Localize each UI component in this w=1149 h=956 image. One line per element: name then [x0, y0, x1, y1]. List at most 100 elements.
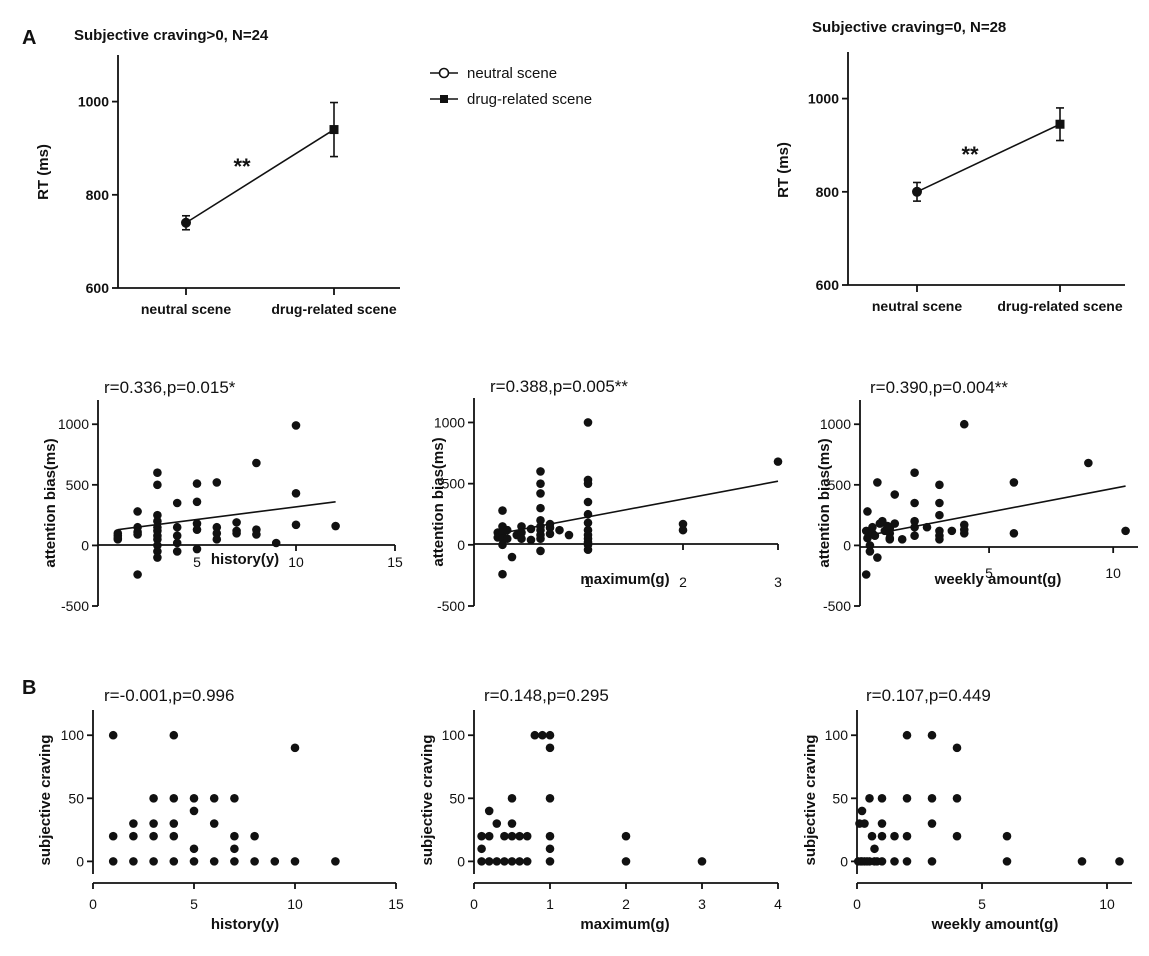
data-point	[1002, 857, 1012, 866]
data-point	[232, 528, 241, 538]
data-point	[545, 743, 555, 753]
data-point	[212, 522, 222, 532]
legend-neutral-label: neutral scene	[467, 65, 557, 82]
data-point	[500, 831, 509, 841]
data-point	[250, 831, 259, 841]
data-point	[271, 538, 281, 548]
y-tick-label: 600	[86, 280, 110, 296]
data-point	[583, 509, 593, 519]
data-point	[502, 534, 512, 544]
y-tick-label: 500	[66, 477, 90, 493]
y-axis-label: RT (ms)	[775, 142, 792, 198]
x-tick-label: drug-related scene	[997, 298, 1122, 314]
x-axis-label: maximum(g)	[580, 571, 669, 588]
data-point	[189, 857, 199, 866]
data-point	[545, 794, 555, 803]
data-point	[192, 525, 202, 534]
data-point	[927, 819, 937, 828]
regression-line	[117, 500, 336, 531]
chart-title: r=0.148,p=0.295	[484, 686, 609, 705]
x-tick-label: 5	[190, 896, 198, 912]
data-point	[507, 819, 517, 828]
y-axis-label: RT (ms)	[35, 144, 52, 200]
data-point	[1077, 857, 1087, 866]
y-tick-label: 100	[825, 727, 849, 743]
data-point	[209, 857, 219, 866]
data-point	[169, 730, 179, 740]
y-tick-label: 50	[832, 790, 848, 806]
data-point	[172, 498, 182, 508]
x-tick-label: 2	[622, 896, 630, 912]
panel-label-b: B	[22, 677, 36, 699]
data-point	[290, 743, 300, 753]
x-tick-label: 4	[774, 896, 782, 912]
y-axis-label: attention bias(ms)	[42, 438, 59, 567]
x-tick-label: 1	[584, 574, 592, 590]
x-tick-label: 0	[853, 896, 861, 912]
drug-scene-point	[329, 125, 339, 135]
y-axis-label: attention bias(ms)	[430, 437, 447, 566]
data-point	[484, 831, 494, 841]
y-tick-label: 800	[86, 187, 110, 203]
data-point	[536, 534, 545, 544]
data-point	[502, 525, 512, 535]
data-point	[492, 819, 502, 828]
y-tick-label: 0	[843, 537, 851, 553]
data-point	[169, 794, 179, 803]
data-point	[153, 510, 162, 520]
y-tick-label: 1000	[820, 416, 851, 432]
data-point	[331, 857, 340, 866]
chart-bias-history: r=0.336,p=0.015* attention bias(ms) histor…	[42, 378, 403, 614]
chart-title: r=0.388,p=0.005**	[490, 377, 628, 396]
data-point	[526, 535, 536, 545]
x-tick-label: 5	[193, 554, 201, 570]
y-axis-label: subjective craving	[802, 735, 819, 866]
data-point	[230, 844, 239, 854]
data-point	[291, 489, 301, 498]
y-tick-label: 800	[816, 184, 840, 200]
data-point	[877, 857, 887, 866]
data-point	[678, 519, 688, 529]
data-point	[149, 857, 158, 866]
y-tick-label: -500	[437, 598, 465, 614]
data-point	[1084, 458, 1093, 468]
data-point	[172, 522, 182, 532]
data-point	[865, 794, 874, 803]
y-tick-label: 50	[68, 790, 84, 806]
data-point	[192, 479, 202, 488]
data-point	[169, 819, 179, 828]
y-tick-label: 0	[76, 853, 84, 869]
x-tick-label: 10	[287, 896, 303, 912]
legend-drug-marker	[440, 95, 448, 103]
data-point	[172, 547, 182, 556]
series-line	[916, 123, 1061, 193]
data-point	[169, 831, 179, 841]
neutral-scene-point	[181, 217, 191, 228]
chart-title: r=-0.001,p=0.996	[104, 686, 234, 705]
data-point	[773, 457, 783, 466]
data-point	[910, 531, 919, 541]
data-point	[153, 553, 162, 562]
data-point	[863, 507, 872, 516]
data-point	[291, 520, 301, 530]
data-point	[902, 730, 912, 740]
data-point	[870, 844, 879, 854]
panel-label-a: A	[22, 27, 36, 49]
data-point	[522, 831, 532, 841]
data-point	[507, 831, 517, 841]
chart-title: Subjective craving=0, N=28	[812, 19, 1006, 36]
data-point	[583, 497, 593, 507]
chart-title: r=0.390,p=0.004**	[870, 378, 1008, 397]
x-tick-label: neutral scene	[872, 298, 962, 314]
neutral-scene-point	[912, 186, 922, 197]
x-tick-label: 0	[470, 896, 478, 912]
rt-legend: neutral scene drug-related scene	[430, 65, 592, 108]
significance-annotation: **	[961, 142, 979, 167]
data-point	[545, 730, 555, 740]
data-point	[890, 831, 899, 841]
x-tick-label: 3	[774, 574, 782, 590]
data-point	[492, 857, 502, 866]
data-point	[517, 528, 526, 537]
chart-title: r=0.107,p=0.449	[866, 686, 991, 705]
data-point	[477, 844, 486, 854]
